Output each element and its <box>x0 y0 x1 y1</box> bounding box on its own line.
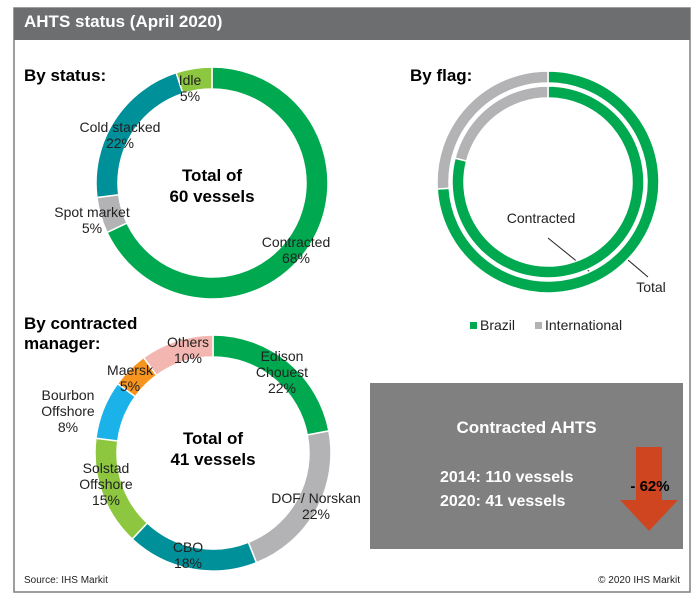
legend-swatch <box>535 322 542 329</box>
slice-label: Cold stacked <box>79 119 161 135</box>
slice-value: 10% <box>173 350 203 366</box>
slice-label: Idle <box>178 72 202 88</box>
donut-slice <box>142 334 214 377</box>
center-text: 41 vessels <box>170 450 256 469</box>
donut-slice <box>175 66 213 95</box>
ring-label: Total <box>636 279 666 295</box>
slice-label: Bourbon Offshore <box>41 387 95 419</box>
title-bar <box>14 8 690 40</box>
slice-value: 15% <box>91 492 121 508</box>
slice-label: Edison Chouest <box>255 348 309 380</box>
callout-box <box>370 383 683 549</box>
callout-title: Contracted AHTS <box>456 418 597 437</box>
change-label: - 62% <box>630 478 670 495</box>
slice-value: 22% <box>301 506 331 522</box>
callout-line: 2014: 110 vessels <box>440 469 574 486</box>
ring-segment <box>454 85 549 163</box>
ring-label: Contracted <box>506 210 576 226</box>
legend-label: International <box>545 317 623 333</box>
center-text: Total of <box>181 166 243 185</box>
slice-value: 22% <box>105 135 135 151</box>
chart-title: By status: <box>24 66 107 85</box>
slice-label: Maersk <box>107 362 153 378</box>
copyright: © 2020 IHS Markit <box>598 575 680 586</box>
slice-value: 8% <box>57 419 79 435</box>
slice-label: Others <box>166 334 209 350</box>
legend-label: Brazil <box>480 317 516 333</box>
down-arrow <box>620 447 678 531</box>
leader-line <box>627 259 649 278</box>
slice-label: DOF/ Norskan <box>271 490 361 506</box>
slice-value: 5% <box>81 220 103 236</box>
slice-value: 68% <box>281 250 311 266</box>
slice-value: 5% <box>179 88 201 104</box>
legend-swatch <box>470 322 477 329</box>
page-title: AHTS status (April 2020) <box>24 12 223 31</box>
slice-label: CBO <box>172 539 204 555</box>
slice-label: Spot market <box>54 204 130 220</box>
slice-value: 5% <box>119 378 141 394</box>
callout-line: 2020: 41 vessels <box>440 493 566 510</box>
donut-slice <box>106 66 329 300</box>
ring-segment <box>436 70 549 190</box>
source: Source: IHS Markit <box>24 575 108 586</box>
slice-value: 18% <box>173 555 203 571</box>
slice-value: 22% <box>267 380 297 396</box>
slice-label: Solstad Offshore <box>79 460 133 492</box>
center-text: Total of <box>182 429 244 448</box>
chart-title: By flag: <box>410 66 473 85</box>
slice-label: Contracted <box>261 234 331 250</box>
chart-title: By contracted manager: <box>24 314 138 353</box>
center-text: 60 vessels <box>169 187 255 206</box>
